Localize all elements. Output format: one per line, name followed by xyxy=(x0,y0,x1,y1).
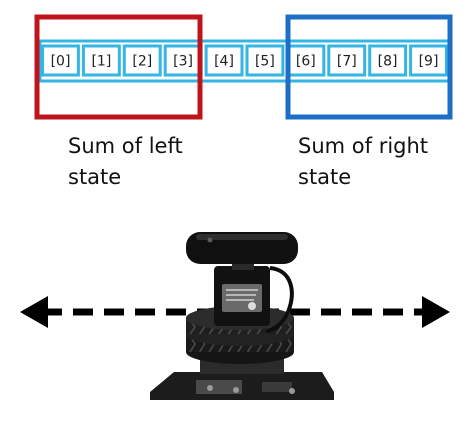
mount-base-detail xyxy=(196,380,242,394)
left-arrowhead-icon xyxy=(20,296,48,328)
right-state-box xyxy=(285,14,453,120)
array-cell xyxy=(163,44,203,77)
mount-base-screw xyxy=(233,387,239,393)
array-cells: [0] [1] [2] [3] [4] [5] [6] [7] [8] [9] xyxy=(41,44,449,77)
left-state-caption-line-2: state xyxy=(68,165,122,189)
camera-cable xyxy=(265,266,294,334)
right-state-caption: Sum of right state xyxy=(298,131,428,193)
array-cell xyxy=(81,44,121,77)
array-cell-index-label: [6] xyxy=(296,54,316,70)
left-state-caption: Sum of left state xyxy=(68,131,183,193)
array-cell-index-label: [4] xyxy=(214,54,234,70)
array-cell xyxy=(327,44,367,77)
webcam-lens-icon xyxy=(207,237,213,243)
right-state-caption-line-1: Sum of right xyxy=(298,134,429,158)
webcam-mount-icon xyxy=(150,232,334,400)
array-cell xyxy=(368,44,408,77)
array-cell xyxy=(41,44,80,77)
right-arrowhead-icon xyxy=(422,296,450,328)
array-cell-index-label: [8] xyxy=(378,54,398,70)
array-cell-index-label: [5] xyxy=(255,54,275,70)
camera-stand-label xyxy=(222,284,262,312)
camera-stand-logo xyxy=(248,302,256,310)
array-cell-index-label: [7] xyxy=(337,54,357,70)
array-cell-index-label: [1] xyxy=(91,54,111,70)
mount-base-screw xyxy=(207,385,213,391)
array-cell-index-label: [9] xyxy=(419,54,439,70)
array-cell-index-label: [0] xyxy=(51,54,71,70)
array-cell xyxy=(122,44,162,77)
left-state-caption-line-1: Sum of left xyxy=(68,134,183,158)
array-cell xyxy=(245,44,285,77)
mount-base-screw xyxy=(289,388,295,394)
left-state-box xyxy=(34,14,203,120)
array-cell xyxy=(409,44,449,77)
array-strip: [0] [1] [2] [3] [4] [5] [6] [7] [8] [9] xyxy=(38,39,451,83)
array-cell-index-label: [3] xyxy=(173,54,193,70)
mount-base-detail xyxy=(262,382,292,392)
array-cell-index-label: [2] xyxy=(132,54,152,70)
array-cell xyxy=(204,44,244,77)
right-state-caption-line-2: state xyxy=(298,165,352,189)
webcam-top-highlight xyxy=(196,234,288,240)
